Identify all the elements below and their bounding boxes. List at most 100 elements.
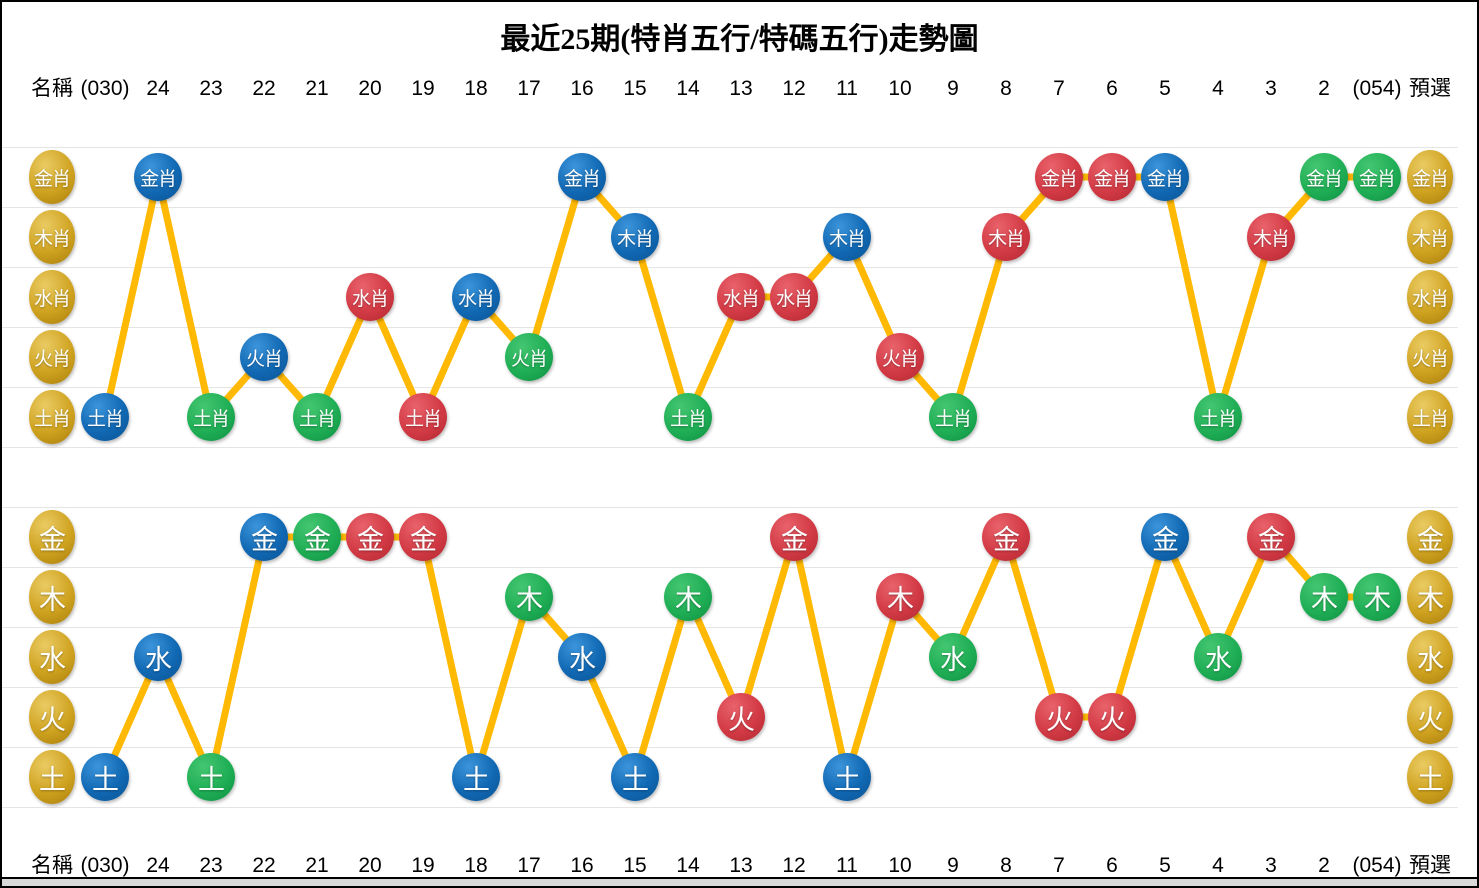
header-col-054: (054) <box>1352 77 1402 100</box>
element-node-3: 金 <box>1247 513 1295 561</box>
element-gridline-1 <box>2 567 1458 568</box>
header-col-14: 14 <box>676 77 700 100</box>
element-row-label-right-0: 金 <box>1407 510 1453 564</box>
element-node-12: 金 <box>770 513 818 561</box>
element-node-030: 土 <box>81 753 129 801</box>
element-node-14: 木 <box>664 573 712 621</box>
zodiac-node-9: 土肖 <box>929 393 977 441</box>
header-col-12: 12 <box>782 77 806 100</box>
element-node-20: 金 <box>346 513 394 561</box>
zodiac-node-12: 水肖 <box>770 273 818 321</box>
footer-col-22: 22 <box>252 854 276 877</box>
header-col-6: 6 <box>1106 77 1118 100</box>
header-col-22: 22 <box>252 77 276 100</box>
footer-col-name: 名稱 <box>31 854 73 877</box>
header-col-5: 5 <box>1159 77 1171 100</box>
header-col-7: 7 <box>1053 77 1065 100</box>
footer-col-2: 2 <box>1318 854 1330 877</box>
zodiac-row-label-left-3: 火肖 <box>29 330 75 384</box>
header-col-21: 21 <box>305 77 329 100</box>
zodiac-node-030: 土肖 <box>81 393 129 441</box>
footer-col-12: 12 <box>782 854 806 877</box>
footer-col-10: 10 <box>888 854 912 877</box>
zodiac-node-13: 水肖 <box>717 273 765 321</box>
element-row-label-right-3: 火 <box>1407 690 1453 744</box>
header-col-18: 18 <box>464 77 488 100</box>
element-gridline-4 <box>2 747 1458 748</box>
zodiac-node-2: 金肖 <box>1300 153 1348 201</box>
element-row-label-right-2: 水 <box>1407 630 1453 684</box>
element-node-8: 金 <box>982 513 1030 561</box>
footer-col-21: 21 <box>305 854 329 877</box>
element-node-18: 土 <box>452 753 500 801</box>
element-node-23: 土 <box>187 753 235 801</box>
header-col-11: 11 <box>836 77 858 100</box>
header-col-20: 20 <box>358 77 382 100</box>
footer-col-16: 16 <box>570 854 594 877</box>
footer-col-20: 20 <box>358 854 382 877</box>
footer-col-24: 24 <box>146 854 170 877</box>
header-col-15: 15 <box>623 77 647 100</box>
element-node-9: 水 <box>929 633 977 681</box>
element-row-label-right-4: 土 <box>1407 750 1453 804</box>
header-col-19: 19 <box>411 77 435 100</box>
footer-col-14: 14 <box>676 854 700 877</box>
footer-col-9: 9 <box>947 854 959 877</box>
zodiac-row-label-left-4: 土肖 <box>29 390 75 444</box>
zodiac-node-5: 金肖 <box>1141 153 1189 201</box>
header-col-preselect: 預選 <box>1409 77 1451 100</box>
footer-col-17: 17 <box>517 854 541 877</box>
zodiac-gridline-0 <box>2 147 1458 148</box>
footer-col-23: 23 <box>199 854 223 877</box>
element-gridline-2 <box>2 627 1458 628</box>
element-gridline-5 <box>2 807 1458 808</box>
header-col-3: 3 <box>1265 77 1277 100</box>
element-gridline-0 <box>2 507 1458 508</box>
zodiac-node-23: 土肖 <box>187 393 235 441</box>
header-col-16: 16 <box>570 77 594 100</box>
zodiac-node-18: 水肖 <box>452 273 500 321</box>
footer-col-19: 19 <box>411 854 435 877</box>
element-node-19: 金 <box>399 513 447 561</box>
element-node-22: 金 <box>240 513 288 561</box>
zodiac-node-17: 火肖 <box>505 333 553 381</box>
zodiac-row-label-left-2: 水肖 <box>29 270 75 324</box>
zodiac-row-label-right-1: 木肖 <box>1407 210 1453 264</box>
footer-col-5: 5 <box>1159 854 1171 877</box>
zodiac-node-11: 木肖 <box>823 213 871 261</box>
zodiac-gridline-1 <box>2 207 1458 208</box>
zodiac-row-label-right-2: 水肖 <box>1407 270 1453 324</box>
footer-col-4: 4 <box>1212 854 1224 877</box>
zodiac-node-3: 木肖 <box>1247 213 1295 261</box>
element-node-7: 火 <box>1035 693 1083 741</box>
footer-col-11: 11 <box>836 854 858 877</box>
footer-col-preselect: 預選 <box>1409 854 1451 877</box>
element-node-17: 木 <box>505 573 553 621</box>
element-node-21: 金 <box>293 513 341 561</box>
header-col-24: 24 <box>146 77 170 100</box>
header-col-17: 17 <box>517 77 541 100</box>
element-row-label-left-2: 水 <box>29 630 75 684</box>
header-col-13: 13 <box>729 77 753 100</box>
element-node-054: 木 <box>1353 573 1401 621</box>
zodiac-node-6: 金肖 <box>1088 153 1136 201</box>
header-col-2: 2 <box>1318 77 1330 100</box>
footer-col-13: 13 <box>729 854 753 877</box>
element-node-24: 水 <box>134 633 182 681</box>
element-row-label-left-3: 火 <box>29 690 75 744</box>
element-node-15: 土 <box>611 753 659 801</box>
element-row-label-left-1: 木 <box>29 570 75 624</box>
element-node-13: 火 <box>717 693 765 741</box>
footer-col-8: 8 <box>1000 854 1012 877</box>
header-col-8: 8 <box>1000 77 1012 100</box>
element-row-label-left-0: 金 <box>29 510 75 564</box>
zodiac-row-label-left-0: 金肖 <box>29 150 75 204</box>
header-col-9: 9 <box>947 77 959 100</box>
element-row-label-right-1: 木 <box>1407 570 1453 624</box>
element-node-16: 水 <box>558 633 606 681</box>
zodiac-node-10: 火肖 <box>876 333 924 381</box>
zodiac-row-label-right-0: 金肖 <box>1407 150 1453 204</box>
horizontal-scrollbar[interactable] <box>2 877 1477 886</box>
zodiac-node-14: 土肖 <box>664 393 712 441</box>
